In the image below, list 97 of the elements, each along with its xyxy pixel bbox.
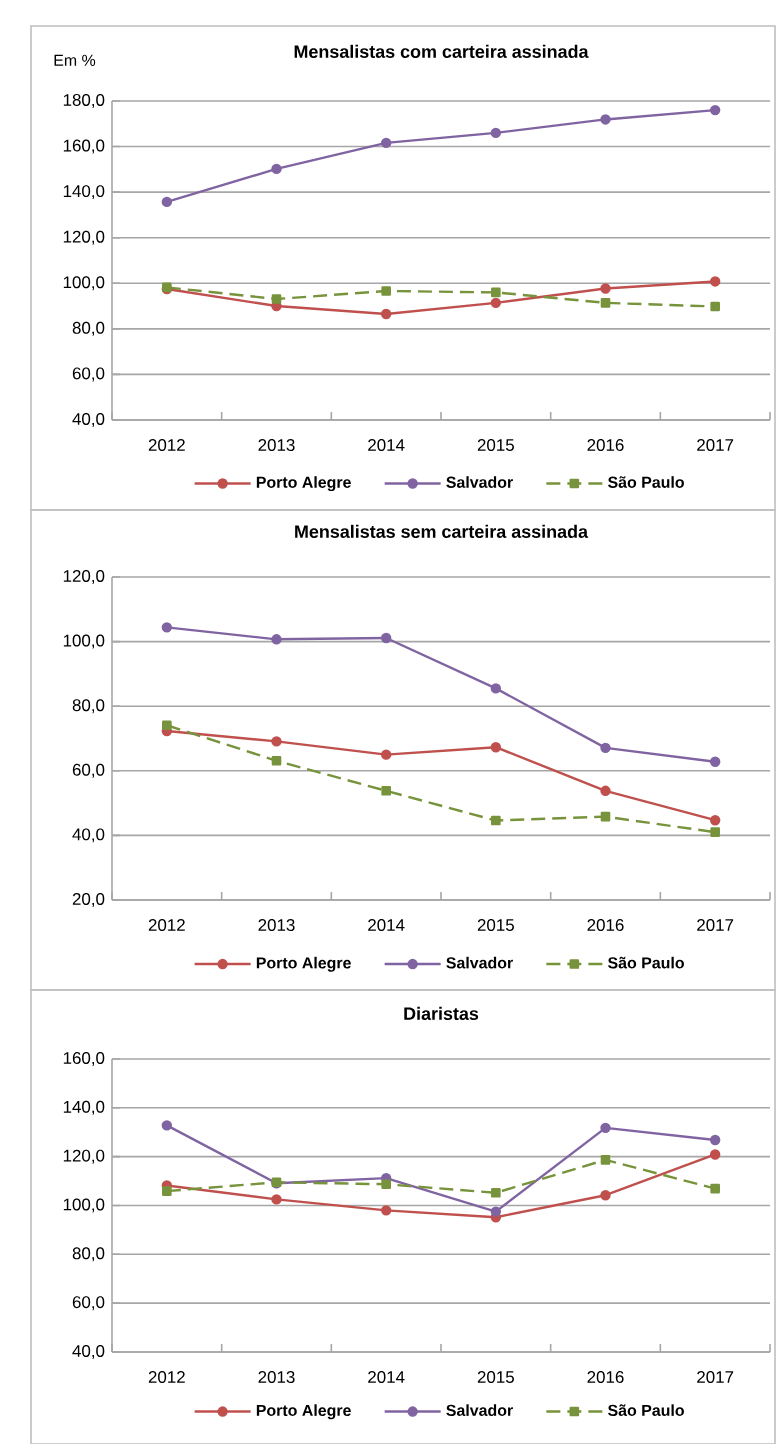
- x-tick-label: 2012: [148, 439, 185, 451]
- y-tick-label: 20,0: [72, 893, 105, 907]
- point: [600, 785, 611, 797]
- point: [710, 827, 720, 837]
- point: [381, 786, 391, 796]
- point: [271, 755, 282, 766]
- point: [709, 756, 721, 767]
- legend-label: Salvador: [446, 1404, 513, 1417]
- point: [600, 811, 611, 822]
- y-tick-label: 80,0: [72, 1247, 105, 1262]
- point: [490, 683, 502, 694]
- point: [162, 720, 172, 731]
- point: [490, 297, 502, 309]
- point: [381, 286, 391, 296]
- x-tick-label: 2012: [148, 919, 185, 932]
- point: [710, 301, 720, 312]
- point: [709, 276, 721, 287]
- point: [490, 742, 502, 753]
- legend-label: São Paulo: [608, 476, 684, 488]
- point: [271, 163, 282, 175]
- point: [600, 742, 611, 754]
- point: [709, 815, 721, 826]
- x-tick-label: 2014: [368, 919, 405, 932]
- point: [709, 1149, 721, 1160]
- point: [271, 1194, 282, 1205]
- x-tick-label: 2017: [697, 919, 734, 932]
- y-tick-label: 160,0: [63, 1052, 105, 1066]
- point: [380, 749, 392, 760]
- y-tick-label: 120,0: [63, 1149, 105, 1164]
- point: [491, 1187, 501, 1198]
- x-tick-label: 2016: [587, 1371, 624, 1384]
- point: [380, 632, 392, 644]
- x-tick-label: 2013: [258, 1371, 295, 1384]
- legend-label: São Paulo: [608, 956, 684, 969]
- y-tick-label: 80,0: [72, 321, 105, 336]
- x-tick-label: 2016: [587, 439, 624, 451]
- point: [491, 287, 501, 298]
- x-tick-label: 2015: [477, 919, 514, 932]
- y-tick-label: 60,0: [72, 1296, 105, 1311]
- y-tick-label: 60,0: [72, 367, 105, 382]
- chart-title: Mensalistas sem carteira assinada: [295, 524, 589, 538]
- y-tick-label: 60,0: [72, 763, 105, 778]
- point: [271, 294, 282, 304]
- point: [380, 1205, 392, 1216]
- y-tick-label: 180,0: [63, 93, 105, 108]
- y-tick-label: 120,0: [63, 570, 105, 584]
- x-tick-label: 2013: [258, 919, 295, 932]
- point: [381, 1179, 391, 1190]
- chart-title: Mensalistas com carteira assinada: [294, 44, 589, 58]
- y-tick-label: 100,0: [63, 276, 105, 291]
- point: [709, 1134, 721, 1146]
- y-tick-label: 140,0: [63, 185, 105, 200]
- x-tick-label: 2015: [477, 1371, 514, 1384]
- x-tick-label: 2014: [368, 439, 405, 451]
- point: [490, 127, 502, 139]
- point: [161, 622, 173, 633]
- x-tick-label: 2012: [148, 1371, 185, 1384]
- point: [600, 283, 611, 294]
- point: [600, 114, 611, 125]
- point: [271, 736, 282, 747]
- y-tick-label: 160,0: [63, 139, 105, 154]
- point: [600, 298, 611, 308]
- point: [161, 1120, 173, 1131]
- y-tick-label: 120,0: [63, 230, 105, 245]
- y-tick-label: 100,0: [63, 634, 105, 649]
- legend-label: Porto Alegre: [256, 956, 351, 972]
- y-tick-label: 40,0: [72, 1345, 105, 1359]
- legend-label: Salvador: [446, 476, 513, 488]
- x-tick-label: 2015: [477, 439, 514, 451]
- point: [491, 815, 501, 826]
- legend-label: Salvador: [446, 956, 513, 969]
- point: [490, 1206, 502, 1217]
- point: [271, 634, 282, 645]
- legend-label: São Paulo: [608, 1404, 684, 1417]
- point: [380, 308, 392, 320]
- y-tick-label: 140,0: [63, 1100, 105, 1115]
- point: [710, 1183, 720, 1194]
- y-tick-label: 80,0: [72, 699, 105, 714]
- x-tick-label: 2017: [697, 439, 734, 451]
- y-tick-label: 40,0: [72, 413, 105, 427]
- legend-label: Porto Alegre: [256, 1404, 351, 1420]
- y-tick-label: 40,0: [72, 828, 105, 843]
- point: [380, 137, 392, 149]
- point: [600, 1155, 611, 1165]
- point: [161, 196, 173, 208]
- x-tick-label: 2016: [587, 919, 624, 932]
- point: [600, 1122, 611, 1134]
- point: [162, 1186, 172, 1196]
- x-tick-label: 2017: [697, 1371, 734, 1384]
- point: [600, 1190, 611, 1201]
- y-axis-title: Em %: [54, 54, 96, 66]
- x-tick-label: 2014: [368, 1371, 405, 1384]
- y-tick-label: 100,0: [63, 1198, 105, 1213]
- legend-label: Porto Alegre: [256, 476, 351, 492]
- point: [709, 104, 721, 116]
- x-tick-label: 2013: [258, 439, 295, 451]
- chart-title: Diaristas: [404, 1006, 479, 1021]
